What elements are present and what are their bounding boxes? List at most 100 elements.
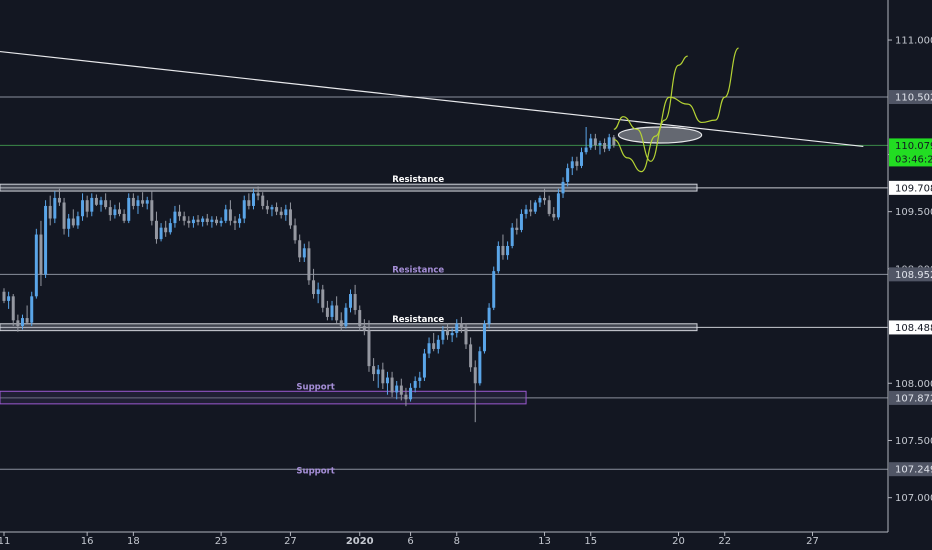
candle-body bbox=[108, 207, 112, 216]
candle-body bbox=[154, 220, 158, 240]
candle-body bbox=[215, 219, 219, 224]
candle-body bbox=[321, 289, 325, 308]
candle-body bbox=[48, 205, 52, 219]
candle-body bbox=[450, 332, 454, 336]
price-tag bbox=[889, 462, 932, 477]
y-tick-label: 109.500 bbox=[895, 207, 932, 218]
candle-body bbox=[205, 218, 209, 222]
candle-body bbox=[247, 200, 251, 206]
zone-box bbox=[0, 390, 527, 405]
candle-body bbox=[575, 161, 579, 166]
candle-body bbox=[182, 216, 186, 221]
candle-body bbox=[418, 377, 422, 381]
candle-body bbox=[385, 377, 389, 384]
candle-body bbox=[589, 138, 593, 148]
price-tag bbox=[889, 90, 932, 105]
projection-path bbox=[613, 47, 740, 173]
candle-body bbox=[219, 220, 223, 224]
candle-body bbox=[265, 205, 269, 210]
candle-body bbox=[164, 227, 168, 233]
candle-body bbox=[330, 305, 334, 317]
candle-body bbox=[191, 219, 195, 224]
candle-body bbox=[16, 320, 20, 327]
candle-body bbox=[178, 211, 182, 217]
candle-body bbox=[464, 328, 468, 345]
price-tag bbox=[889, 267, 932, 282]
drawings-layer bbox=[0, 47, 864, 173]
y-tick-label: 107.000 bbox=[895, 493, 932, 504]
x-tick-label: 13 bbox=[538, 536, 551, 547]
candle-body bbox=[478, 351, 482, 384]
candle-body bbox=[353, 294, 357, 311]
horizontal-levels bbox=[0, 96, 888, 470]
zone-box bbox=[0, 323, 698, 332]
y-tick-label: 108.000 bbox=[895, 379, 932, 390]
candle-body bbox=[94, 197, 98, 205]
price-tag-value: 110.079 bbox=[895, 141, 932, 152]
candle-body bbox=[584, 147, 588, 153]
candle-body bbox=[603, 143, 607, 149]
candle-body bbox=[275, 207, 279, 212]
zone-box bbox=[0, 183, 698, 192]
x-tick-label: 27 bbox=[284, 536, 297, 547]
candles-layer bbox=[2, 126, 616, 423]
candle-body bbox=[293, 225, 297, 241]
candle-body bbox=[81, 200, 85, 217]
candle-body bbox=[413, 380, 417, 388]
candle-body bbox=[173, 211, 177, 224]
candle-body bbox=[459, 323, 463, 329]
zone-label: Resistance bbox=[392, 175, 444, 185]
candle-body bbox=[224, 209, 228, 221]
candle-body bbox=[159, 227, 163, 240]
candle-body bbox=[11, 296, 15, 321]
candle-body bbox=[506, 245, 510, 256]
candle-body bbox=[288, 209, 292, 226]
candle-body bbox=[432, 343, 436, 349]
x-tick-label: 18 bbox=[127, 536, 140, 547]
zone-label: Resistance bbox=[392, 265, 444, 275]
y-tick-label: 107.500 bbox=[895, 436, 932, 447]
candle-body bbox=[519, 213, 523, 230]
candle-body bbox=[409, 387, 413, 400]
x-tick-label: 20 bbox=[672, 536, 685, 547]
candle-body bbox=[399, 385, 403, 395]
candle-body bbox=[367, 330, 371, 367]
candle-body bbox=[556, 193, 560, 218]
candle-body bbox=[20, 318, 24, 327]
candle-body bbox=[441, 330, 445, 340]
candle-body bbox=[335, 305, 339, 321]
candle-body bbox=[529, 209, 533, 212]
x-tick-label: 2020 bbox=[346, 536, 374, 547]
price-tag-countdown: 03:46:23 bbox=[895, 154, 932, 165]
candle-body bbox=[201, 218, 205, 222]
candle-body bbox=[561, 181, 565, 194]
candle-body bbox=[196, 219, 200, 222]
price-tag bbox=[889, 180, 932, 195]
candle-body bbox=[593, 138, 597, 146]
trendline bbox=[0, 50, 864, 148]
projection-path bbox=[613, 55, 688, 162]
candle-body bbox=[44, 205, 48, 275]
candle-body bbox=[325, 307, 329, 317]
candle-body bbox=[251, 193, 255, 206]
candle-body bbox=[62, 202, 66, 229]
candle-body bbox=[238, 218, 242, 224]
x-tick-label: 22 bbox=[718, 536, 731, 547]
candle-body bbox=[122, 213, 126, 221]
price-tag-value: 108.952 bbox=[895, 270, 932, 281]
candle-body bbox=[543, 197, 547, 201]
x-tick-label: 23 bbox=[215, 536, 228, 547]
candle-body bbox=[455, 323, 459, 333]
candle-body bbox=[67, 218, 71, 229]
candle-body bbox=[30, 296, 34, 323]
candle-body bbox=[427, 343, 431, 354]
candle-body bbox=[279, 211, 283, 216]
candle-body bbox=[90, 197, 94, 212]
zone-label: Support bbox=[296, 467, 334, 477]
candle-body bbox=[446, 330, 450, 336]
price-tag-value: 109.708 bbox=[895, 183, 932, 194]
candle-body bbox=[7, 296, 11, 301]
candle-body bbox=[515, 227, 519, 230]
candle-body bbox=[168, 223, 172, 233]
